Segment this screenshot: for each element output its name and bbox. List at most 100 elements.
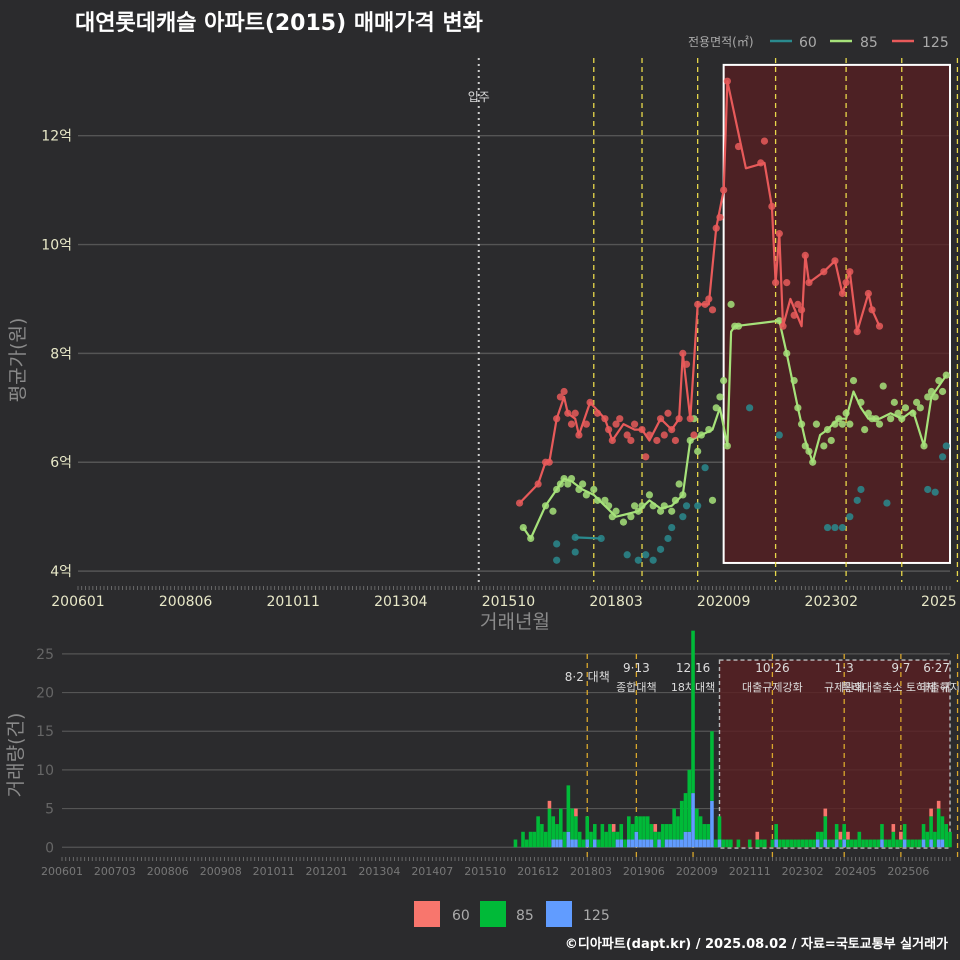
price-point-85: [627, 513, 635, 521]
volume-bar-85: [642, 816, 646, 840]
volume-bar-125: [630, 839, 635, 848]
volume-bar-85: [596, 839, 601, 848]
volume-bar-85: [540, 824, 544, 848]
price-point-85: [656, 507, 665, 515]
price-point-85: [720, 376, 728, 385]
price-point-85: [913, 398, 921, 406]
price-point-85: [601, 496, 609, 504]
price-point-60: [553, 556, 561, 564]
volume-bar-85: [627, 816, 631, 840]
price-point-85: [820, 442, 828, 450]
volume-bar-85: [891, 831, 896, 848]
price-point-125: [660, 431, 668, 439]
price-point-125: [664, 409, 672, 417]
volume-bar-85: [623, 839, 627, 848]
price-y-tick-label: 4억: [50, 564, 72, 580]
price-point-85: [549, 507, 557, 515]
volume-x-tick-label: 200703: [94, 865, 136, 878]
volume-axes: 200601 200703 200806 200908 201011 201201 2013…: [41, 857, 951, 878]
volume-bar-85: [729, 839, 733, 848]
price-point-85: [579, 480, 587, 488]
price-point-85: [831, 420, 839, 428]
volume-bar-85: [721, 839, 726, 848]
volume-bar-85: [925, 831, 930, 848]
volume-y-axis-label: 거래량(건): [5, 713, 27, 798]
price-point-85: [849, 376, 858, 385]
policy-label-name: 종합대책: [616, 681, 656, 694]
volume-bar-125: [558, 839, 563, 848]
volume-bar-85: [562, 831, 567, 848]
volume-bar-85: [547, 808, 552, 848]
volume-bar-125: [679, 839, 684, 848]
price-line-125: [518, 80, 881, 504]
volume-bar-85: [834, 824, 839, 840]
price-point-60: [701, 464, 709, 472]
price-series: [515, 77, 950, 564]
price-x-tick-label: 201510: [482, 594, 535, 610]
volume-x-tick-label: 202405: [835, 865, 877, 878]
price-y-tick-label: 6억: [50, 455, 72, 471]
volume-bar-85: [815, 831, 820, 840]
volume-x-tick-label: 201803: [570, 865, 612, 878]
legend-label-85: 85: [860, 35, 878, 51]
price-point-125: [627, 436, 635, 445]
volume-y-tick-label: 15: [36, 724, 54, 740]
volume-bar-125: [649, 839, 654, 848]
volume-bar-85: [532, 831, 537, 848]
price-point-60: [649, 556, 657, 564]
volume-bar-85: [570, 808, 574, 840]
price-point-60: [931, 488, 939, 496]
price-point-85: [668, 507, 676, 515]
price-point-60: [679, 513, 687, 521]
volume-bar-85: [797, 839, 801, 848]
volume-bar-85: [687, 769, 692, 832]
volume-bar-125: [823, 839, 828, 848]
price-point-60: [938, 453, 947, 461]
policy-label-name: 특례대출축소 토허제 해지: [842, 680, 960, 694]
volume-legend-label-125: 125: [583, 908, 610, 924]
price-point-85: [593, 496, 602, 504]
volume-annotations: 8·2 대책9·13종합대책12·1618차대책10·26대출규제강화1·3규제…: [565, 654, 960, 861]
volume-bar-125: [615, 839, 620, 848]
volume-bar-85: [823, 816, 828, 840]
volume-bar-85: [883, 839, 888, 848]
volume-x-tick-label: 201304: [358, 865, 400, 878]
price-point-125: [616, 415, 624, 423]
volume-x-tick-label: 202111: [729, 865, 771, 878]
volume-bar-85: [653, 831, 658, 848]
price-point-85: [630, 502, 639, 510]
volume-bar-60: [755, 831, 760, 840]
policy-label-date: 9·7: [891, 661, 910, 675]
price-point-85: [612, 507, 620, 515]
volume-bar-125: [834, 839, 839, 848]
price-point-125: [623, 431, 631, 439]
volume-bar-125: [698, 839, 703, 848]
price-point-85: [638, 502, 646, 510]
price-line-60: [575, 536, 602, 540]
volume-bar-125: [691, 793, 695, 848]
volume-bar-85: [695, 808, 699, 840]
volume-bar-125: [929, 839, 933, 848]
policy-label-date: 8·2 대책: [565, 669, 610, 684]
price-point-85: [875, 420, 884, 428]
price-point-85: [890, 398, 898, 406]
volume-bar-85: [615, 831, 620, 840]
volume-bar-85: [638, 816, 642, 840]
volume-highlight-box: [718, 659, 951, 849]
volume-y-tick-label: 25: [36, 647, 54, 663]
price-point-125: [653, 436, 661, 445]
volume-bar-85: [853, 839, 858, 848]
volume-bar-85: [876, 839, 880, 848]
price-x-tick-label: 202009: [697, 594, 750, 610]
volume-bar-125: [642, 839, 646, 848]
volume-bar-85: [679, 800, 684, 840]
volume-bar-125: [672, 839, 676, 848]
policy-label-date: 6·27: [923, 661, 950, 675]
policy-label-date: 10·26: [755, 661, 789, 675]
price-point-60: [656, 545, 665, 553]
volume-bar-85: [683, 793, 688, 832]
volume-bar-85: [706, 824, 710, 840]
price-point-60: [831, 523, 839, 532]
volume-bar-125: [936, 839, 941, 848]
